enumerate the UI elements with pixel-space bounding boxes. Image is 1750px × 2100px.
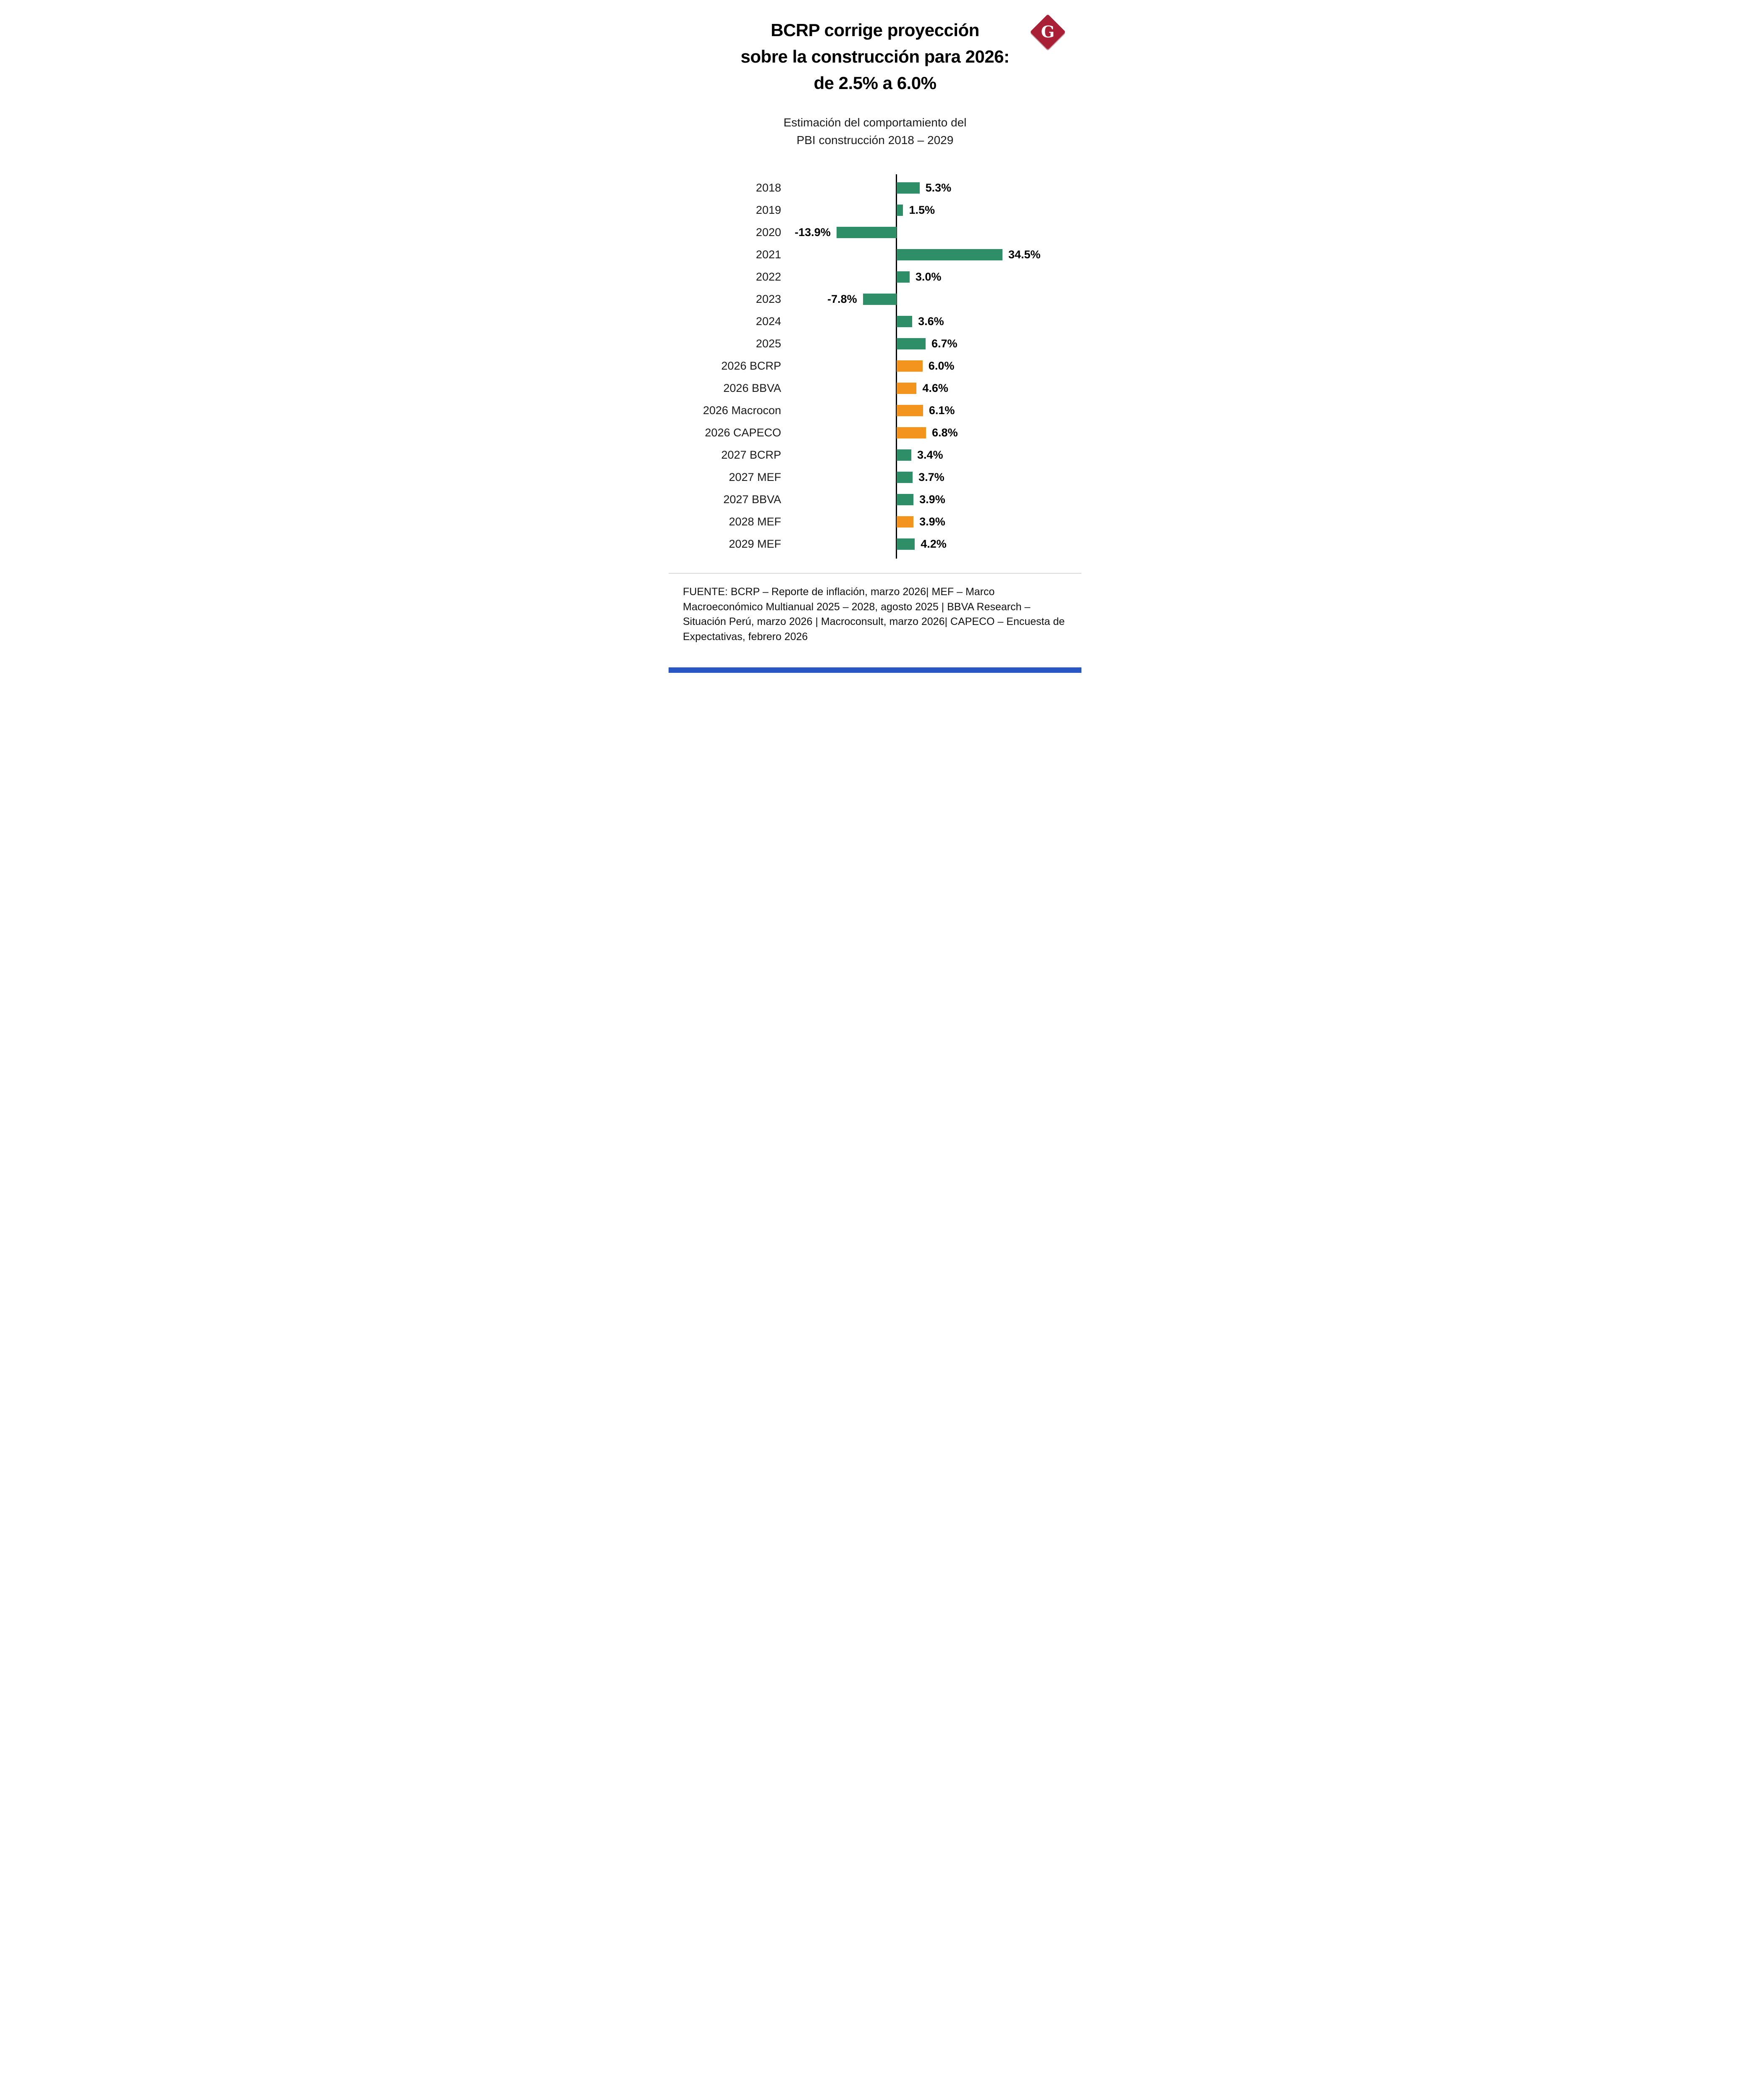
zero-axis-line	[896, 174, 897, 559]
bar	[897, 427, 926, 438]
bar	[897, 449, 912, 461]
bar	[897, 249, 1002, 260]
bar-label: 2026 Macrocon	[703, 404, 781, 417]
chart-row: 2026 CAPECO 6.8%	[669, 422, 1081, 444]
bar	[836, 227, 897, 238]
chart-row: 2029 MEF 4.2%	[669, 533, 1081, 555]
source-note: FUENTE: BCRP – Reporte de inflación, mar…	[683, 586, 1065, 643]
bar-value: 4.2%	[921, 538, 947, 550]
bar	[897, 316, 913, 327]
bar-value: 1.5%	[909, 204, 935, 216]
bar	[897, 383, 917, 394]
bar-label: 2027 BBVA	[723, 493, 781, 506]
bottom-accent-bar	[669, 667, 1081, 673]
bar-label: 2027 BCRP	[721, 449, 781, 461]
chart-row: 2020 -13.9%	[669, 221, 1081, 244]
logo-diamond-icon: G	[1030, 14, 1066, 50]
bar-value: 34.5%	[1008, 248, 1041, 261]
chart-row: 2022 3.0%	[669, 266, 1081, 288]
bar	[897, 405, 923, 416]
infographic-page: G BCRP corrige proyección sobre la const…	[669, 0, 1081, 673]
bar	[897, 338, 926, 349]
bar-label: 2026 BCRP	[721, 360, 781, 372]
bar	[897, 271, 910, 283]
headline: BCRP corrige proyección sobre la constru…	[694, 17, 1056, 96]
bar-value: 3.0%	[915, 270, 942, 283]
bar-value: 3.9%	[919, 493, 945, 506]
chart-title-line-2: PBI construcción 2018 – 2029	[796, 134, 954, 147]
bar-label: 2022	[756, 270, 781, 283]
bar-value: 3.4%	[917, 449, 943, 461]
bar-value: 6.7%	[931, 337, 958, 350]
bar	[897, 516, 914, 528]
bar	[897, 182, 920, 194]
bar	[897, 494, 914, 505]
logo-letter: G	[1041, 22, 1055, 41]
bar-value: 6.0%	[928, 360, 955, 372]
chart-title-line-1: Estimación del comportamiento del	[783, 116, 967, 129]
bar	[897, 472, 913, 483]
bar-label: 2020	[756, 226, 781, 239]
bar	[863, 294, 897, 305]
headline-line-2: sobre la construcción para 2026:	[740, 47, 1010, 66]
bar-value: -13.9%	[795, 226, 831, 239]
chart-row: 2027 MEF 3.7%	[669, 466, 1081, 488]
bar-value: -7.8%	[827, 293, 857, 305]
bar-label: 2025	[756, 337, 781, 350]
chart-row: 2026 BCRP 6.0%	[669, 355, 1081, 377]
bar-chart: 2018 5.3% 2019 1.5% 2020 -13.9% 2021 34.…	[669, 174, 1081, 559]
bar	[897, 360, 923, 372]
bar	[897, 205, 903, 216]
footer-divider	[669, 573, 1081, 574]
headline-line-1: BCRP corrige proyección	[771, 20, 979, 40]
bar-value: 4.6%	[922, 382, 948, 394]
chart-row: 2021 34.5%	[669, 244, 1081, 266]
bar-label: 2024	[756, 315, 781, 328]
bar-value: 5.3%	[925, 181, 952, 194]
chart-row: 2019 1.5%	[669, 199, 1081, 221]
bar-label: 2026 CAPECO	[705, 426, 781, 439]
chart-row: 2027 BBVA 3.9%	[669, 488, 1081, 511]
bar-value: 6.1%	[929, 404, 955, 417]
chart-title: Estimación del comportamiento del PBI co…	[685, 114, 1065, 149]
chart-rows: 2018 5.3% 2019 1.5% 2020 -13.9% 2021 34.…	[669, 177, 1081, 555]
chart-row: 2024 3.6%	[669, 310, 1081, 333]
headline-line-3: de 2.5% a 6.0%	[813, 73, 937, 93]
bar-label: 2028 MEF	[729, 515, 781, 528]
chart-row: 2027 BCRP 3.4%	[669, 444, 1081, 466]
bar-label: 2027 MEF	[729, 471, 781, 483]
bar-label: 2023	[756, 293, 781, 305]
chart-row: 2025 6.7%	[669, 333, 1081, 355]
bar-value: 6.8%	[932, 426, 958, 439]
bar-label: 2019	[756, 204, 781, 216]
bar-label: 2026 BBVA	[723, 382, 781, 394]
bar-label: 2021	[756, 248, 781, 261]
bar-label: 2029 MEF	[729, 538, 781, 550]
bar	[897, 538, 915, 550]
chart-row: 2028 MEF 3.9%	[669, 511, 1081, 533]
chart-row: 2026 BBVA 4.6%	[669, 377, 1081, 399]
bar-value: 3.7%	[918, 471, 945, 483]
gestion-logo: G	[1030, 14, 1066, 50]
bar-label: 2018	[756, 181, 781, 194]
chart-row: 2018 5.3%	[669, 177, 1081, 199]
bar-value: 3.6%	[918, 315, 944, 328]
bar-value: 3.9%	[919, 515, 945, 528]
chart-row: 2023 -7.8%	[669, 288, 1081, 310]
chart-row: 2026 Macrocon 6.1%	[669, 399, 1081, 422]
